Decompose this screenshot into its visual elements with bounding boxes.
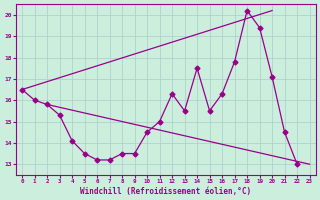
X-axis label: Windchill (Refroidissement éolien,°C): Windchill (Refroidissement éolien,°C) (80, 187, 252, 196)
